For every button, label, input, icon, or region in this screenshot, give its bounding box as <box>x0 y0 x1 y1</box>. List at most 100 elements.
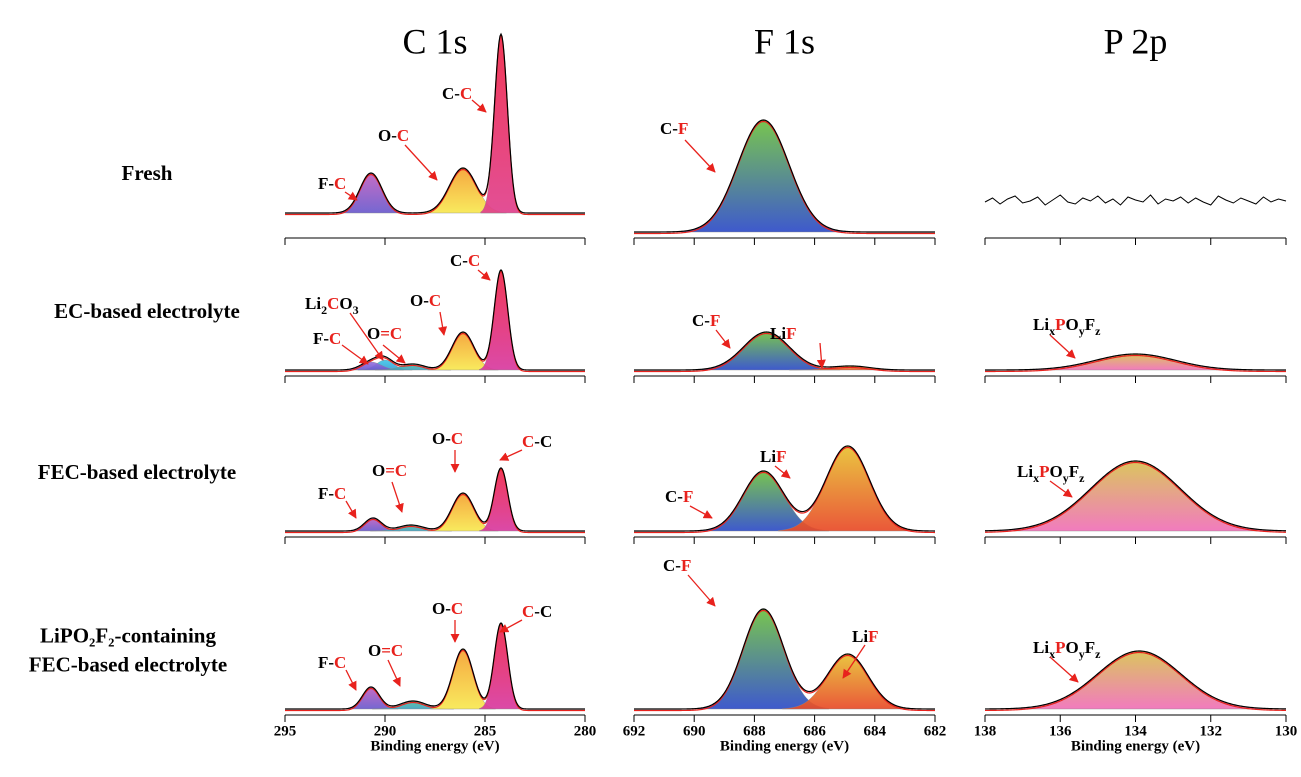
peak-label: Li2CO3 <box>305 294 359 317</box>
peak-label: F-C <box>318 484 346 503</box>
label-part: C <box>451 429 463 448</box>
label-part: O- <box>410 291 429 310</box>
x-tick-label: 132 <box>1200 723 1223 739</box>
label-part: Li <box>760 447 776 466</box>
peak-label: F-C <box>318 653 346 672</box>
arrow <box>477 269 491 281</box>
label-part: F <box>786 324 796 343</box>
row-label: Fresh <box>122 161 173 185</box>
x-tick-label: 130 <box>1275 723 1298 739</box>
arrow <box>1049 334 1076 359</box>
row-label: LiPO₂F₂-containing <box>40 623 216 647</box>
envelope <box>285 467 585 532</box>
label-part: x <box>1049 647 1055 661</box>
spectrum-line <box>984 194 1287 206</box>
fit-line <box>634 446 935 534</box>
x-tick-label: 138 <box>974 723 997 739</box>
label-part: =C <box>381 641 403 660</box>
label-part: C- <box>663 556 681 575</box>
arrow <box>345 669 357 691</box>
label-part: C <box>522 602 534 621</box>
peak-label: C-F <box>663 556 691 575</box>
peak-label: LixPOyFz <box>1033 315 1101 338</box>
x-tick-label: 682 <box>924 723 947 739</box>
peak <box>1006 650 1273 710</box>
label-part: O <box>367 324 380 343</box>
label-part: C- <box>665 487 683 506</box>
arrow <box>345 500 357 519</box>
label-part: Li <box>1033 315 1049 334</box>
label-part: z <box>1079 471 1085 485</box>
label-part: C <box>334 174 346 193</box>
label-part: F <box>681 556 691 575</box>
column-title: P 2p <box>1104 21 1168 61</box>
peak-label: O=C <box>367 324 402 343</box>
label-part: C <box>327 294 339 313</box>
label-part: F <box>868 627 878 646</box>
peak-label: C-F <box>692 311 720 330</box>
label-part: O <box>339 294 352 313</box>
peak-label: C-F <box>665 487 693 506</box>
label-part: C <box>522 432 534 451</box>
label-part: C <box>429 291 441 310</box>
row-label: EC-based electrolyte <box>54 299 240 323</box>
label-part: C <box>460 84 472 103</box>
x-tick-label: 692 <box>623 723 646 739</box>
arrow <box>499 449 523 461</box>
arrow <box>499 619 523 633</box>
label-part: O <box>1049 462 1062 481</box>
x-axis-label: Binding energy (eV) <box>1071 738 1200 754</box>
column-title: F 1s <box>754 21 815 61</box>
arrow <box>391 481 404 513</box>
label-part: 2 <box>321 303 327 317</box>
arrow <box>774 465 791 479</box>
x-axis-label: Binding energy (eV) <box>370 738 499 754</box>
fit-line <box>285 34 585 216</box>
label-part: P <box>1039 462 1049 481</box>
x-tick-label: 686 <box>803 723 826 739</box>
fit-line <box>285 468 585 534</box>
x-tick-label: 285 <box>474 723 497 739</box>
fit-line <box>985 651 1287 712</box>
row-label: FEC-based electrolyte <box>29 652 227 676</box>
peak <box>681 119 846 233</box>
peak <box>430 648 496 710</box>
label-part: F <box>678 119 688 138</box>
arrow <box>816 342 826 369</box>
arrow <box>349 312 384 361</box>
label-part: 3 <box>353 303 359 317</box>
peak-label: F-C <box>313 329 341 348</box>
peak-label: LixPOyFz <box>1033 638 1101 661</box>
label-part: C- <box>450 251 468 270</box>
envelope <box>634 331 935 371</box>
peak <box>697 608 830 710</box>
envelope <box>985 353 1286 371</box>
label-part: O <box>372 461 385 480</box>
arrow <box>341 344 369 365</box>
arrow <box>687 574 716 607</box>
label-part: O <box>1065 638 1078 657</box>
peak-label: O-C <box>410 291 441 310</box>
peak-label: O-C <box>432 599 463 618</box>
label-part: O <box>368 641 381 660</box>
label-part: Li <box>305 294 321 313</box>
label-part: O <box>1065 315 1078 334</box>
x-tick-label: 684 <box>864 723 887 739</box>
peak-label: LiF <box>770 324 796 343</box>
arrow <box>842 644 866 679</box>
envelope <box>634 445 935 532</box>
arrow <box>438 311 448 336</box>
arrow <box>471 99 487 113</box>
label-part: =C <box>380 324 402 343</box>
row-label: FEC-based electrolyte <box>38 460 236 484</box>
peak-label: C-C <box>450 251 480 270</box>
label-part: C <box>468 251 480 270</box>
arrow <box>715 329 731 349</box>
label-part: Li <box>852 627 868 646</box>
x-tick-label: 295 <box>274 723 297 739</box>
x-axis-label: Binding energy (eV) <box>720 738 849 754</box>
fit-line <box>985 354 1286 373</box>
label-part: O- <box>432 599 451 618</box>
arrow <box>1049 656 1079 683</box>
